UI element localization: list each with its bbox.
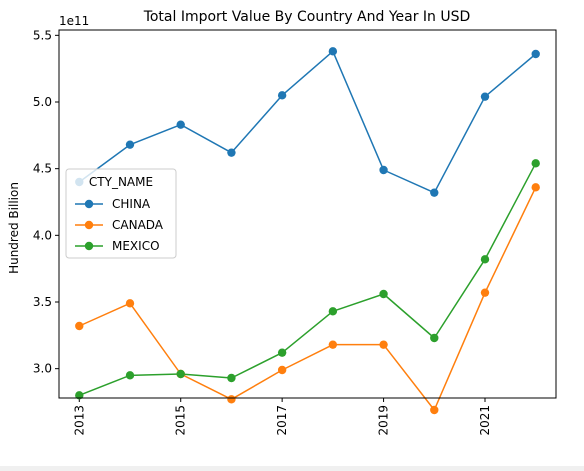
data-point-canada — [328, 340, 338, 349]
legend: CTY_NAME CHINA CANADA MEXICO — [65, 168, 177, 259]
series-line-mexico — [79, 162, 537, 397]
x-tick-label: 2021 — [478, 405, 492, 436]
data-point-mexico — [430, 333, 439, 343]
x-tick-label: 2017 — [275, 405, 289, 436]
data-point-china — [227, 148, 236, 157]
series-line-canada — [78, 187, 537, 411]
legend-box — [65, 168, 177, 259]
data-point-china — [328, 47, 338, 56]
y-axis-label: Hundred Billion — [7, 182, 21, 274]
data-point-canada — [125, 299, 135, 308]
y-tick-label: 4.0 — [33, 228, 52, 242]
legend-marker-canada — [84, 220, 94, 230]
data-point-china — [531, 49, 540, 59]
plot-markers — [75, 47, 540, 415]
data-point-mexico — [75, 391, 84, 400]
legend-entries: CHINA CANADA MEXICO — [75, 197, 164, 253]
data-point-mexico — [379, 289, 388, 299]
data-point-china — [277, 91, 287, 100]
data-point-mexico — [227, 373, 236, 383]
window-bottom-edge — [0, 466, 584, 471]
data-point-china — [125, 140, 135, 149]
data-point-china — [379, 165, 388, 175]
data-point-canada — [277, 365, 287, 375]
plot-lines — [78, 50, 537, 411]
legend-title: CTY_NAME — [89, 175, 153, 189]
chart-title: Total Import Value By Country And Year I… — [143, 9, 471, 25]
data-point-mexico — [176, 369, 185, 379]
data-point-china — [176, 120, 185, 129]
legend-label-mexico: MEXICO — [112, 239, 160, 253]
data-point-canada — [480, 288, 490, 297]
y-tick-label: 3.0 — [33, 362, 52, 376]
data-point-mexico — [277, 348, 287, 357]
y-offset-label: 1e11 — [59, 14, 89, 28]
data-point-mexico — [125, 371, 135, 380]
x-tick-label: 2019 — [377, 405, 391, 436]
legend-label-canada: CANADA — [112, 218, 164, 232]
y-tick-label: 4.5 — [33, 162, 52, 176]
y-tick-label: 5.0 — [33, 95, 52, 109]
y-tick-label: 5.5 — [33, 28, 52, 42]
legend-label-china: CHINA — [112, 197, 151, 211]
data-point-canada — [75, 321, 84, 331]
data-point-canada — [430, 405, 439, 415]
legend-marker-mexico — [84, 241, 94, 251]
series-line-china — [78, 50, 537, 194]
axes: 3.0 3.5 4.0 4.5 5.0 5.5 2013 2015 2017 2019 2021 — [33, 28, 492, 435]
legend-marker-china — [84, 199, 94, 209]
plot-frame — [58, 29, 557, 399]
data-point-canada — [379, 340, 388, 349]
data-point-mexico — [480, 255, 490, 264]
data-point-canada — [531, 183, 540, 192]
data-point-mexico — [328, 307, 338, 316]
y-tick-label: 3.5 — [33, 295, 52, 309]
x-tick-label: 2013 — [72, 405, 86, 436]
x-tick-label: 2015 — [174, 405, 188, 436]
data-point-china — [480, 92, 490, 101]
data-point-canada — [227, 395, 236, 404]
data-point-china — [430, 188, 439, 197]
data-point-mexico — [531, 159, 540, 168]
